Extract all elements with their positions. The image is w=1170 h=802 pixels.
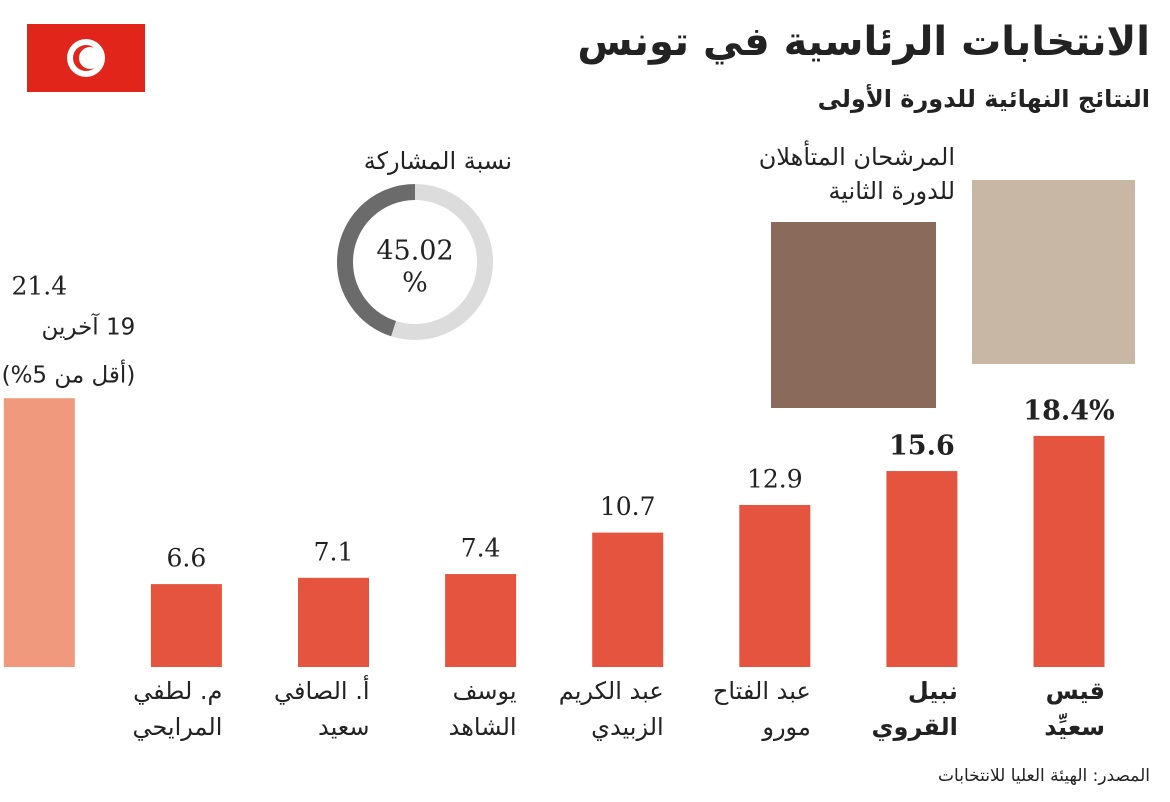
photo-placeholder	[972, 180, 1135, 364]
category-label: سعيِّد	[1044, 712, 1105, 741]
category-label: القروي	[872, 713, 958, 741]
value-label: 7.1	[314, 537, 354, 566]
category-label: م. لطفي	[133, 677, 222, 705]
others-note: 19 آخرين	[41, 313, 135, 341]
category-label: أ. الصافي	[274, 675, 370, 705]
bar	[739, 504, 811, 667]
bar	[150, 584, 222, 667]
bar	[886, 471, 958, 667]
category-label: الشاهد	[449, 713, 517, 741]
chart-title: الانتخابات الرئاسية في تونس	[577, 19, 1150, 65]
category-label: المرايحي	[132, 713, 222, 741]
value-label: 7.4	[461, 534, 501, 563]
bar	[592, 532, 664, 667]
bar	[1033, 435, 1105, 667]
value-label: 15.6	[889, 431, 955, 462]
category-label: مورو	[761, 713, 810, 741]
value-label: 18.4%	[1023, 395, 1114, 426]
turnout-unit: %	[402, 268, 428, 299]
photo-placeholder	[771, 222, 936, 408]
value-label: 10.7	[600, 492, 656, 521]
category-label: قيس	[1046, 677, 1105, 705]
category-label: يوسف	[453, 677, 517, 705]
bar	[445, 574, 517, 667]
qualified-note: المرشحان المتأهلان	[759, 140, 955, 171]
category-label: عبد الفتاح	[713, 677, 811, 705]
category-label: الزبيدي	[591, 713, 664, 741]
source: المصدر: الهيئة العليا للانتخابات	[938, 766, 1150, 786]
category-label: نبيل	[908, 677, 958, 705]
flag-crescent-cut	[79, 47, 101, 69]
qualified-note: للدورة الثانية	[828, 177, 955, 205]
chart-subtitle: النتائج النهائية للدورة الأولى	[818, 84, 1150, 113]
bar	[298, 577, 369, 667]
others-note: (أقل من 5%)	[2, 360, 136, 389]
category-label: عبد الكريم	[559, 677, 664, 705]
value-label: 6.6	[167, 544, 207, 573]
turnout-value: 45.02	[376, 236, 453, 267]
value-label: 12.9	[747, 464, 803, 493]
category-label: سعيد	[318, 713, 370, 741]
bar	[3, 398, 75, 667]
value-label: 21.4	[11, 272, 67, 301]
turnout-title: نسبة المشاركة	[364, 147, 512, 175]
turnout-arc	[337, 184, 493, 340]
